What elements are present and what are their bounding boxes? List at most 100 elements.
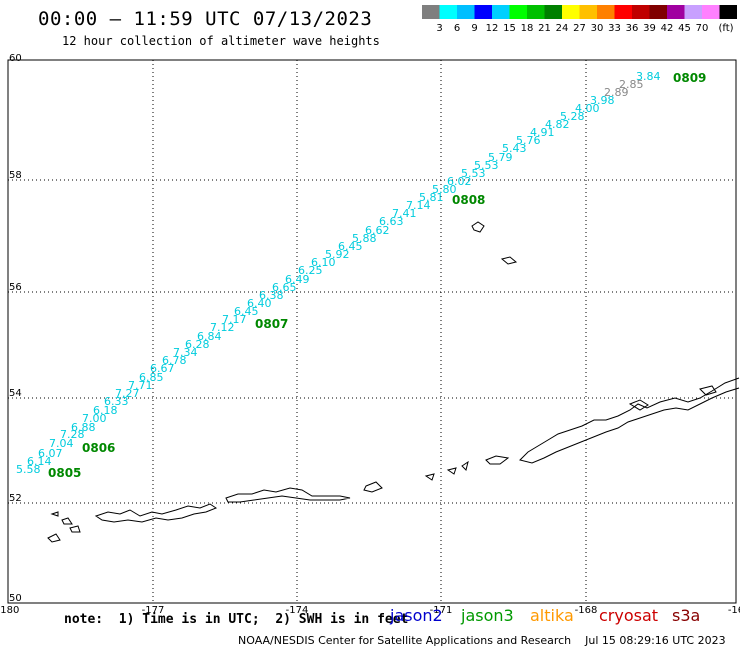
lon-tick-label: -174	[286, 605, 309, 616]
legend-label: 39	[643, 23, 656, 34]
legend-label: 24	[556, 23, 569, 34]
pass-time-label: 0807	[255, 317, 288, 331]
legend-swatch	[667, 5, 685, 19]
coast-near-island-b	[69, 525, 81, 533]
color-legend: 3 6 9 12 15 18 21 24 27 30 33 36 39 42 45 70 (ft)	[422, 5, 737, 34]
coast-island-d	[461, 460, 469, 471]
swh-value: 6.63	[379, 215, 404, 228]
altimeter-track: 5.586.146.077.047.286.887.006.186.337.27…	[16, 70, 706, 480]
legend-swatch	[702, 5, 720, 19]
legend-swatch	[562, 5, 580, 19]
swh-value: 5.79	[488, 151, 513, 164]
coast-island-f	[424, 473, 435, 481]
coast-near-island-c	[47, 533, 61, 543]
legend-swatch	[579, 5, 597, 19]
legend-label: 33	[608, 23, 621, 34]
swh-value: 7.00	[82, 412, 107, 425]
lon-tick-label: -168	[575, 605, 598, 616]
lat-tick-label: 54	[9, 388, 22, 399]
swh-value: 7.14	[406, 199, 431, 212]
legend-swatch	[492, 5, 510, 19]
swh-value: 7.28	[60, 428, 85, 441]
swh-value: 6.49	[285, 273, 310, 286]
swh-value: 7.12	[210, 321, 235, 334]
swh-value: 5.58	[16, 463, 41, 476]
pass-time-label: 0808	[452, 193, 485, 207]
swh-value: 6.78	[162, 354, 187, 367]
coast-alaska-peninsula	[519, 377, 740, 464]
swh-value: 6.40	[247, 297, 272, 310]
lat-tick-label: 52	[9, 493, 22, 504]
swh-value: 6.07	[38, 447, 63, 460]
satellite-s3a: s3a	[672, 606, 701, 625]
legend-label: 21	[538, 23, 551, 34]
lon-tick-label: -177	[142, 605, 165, 616]
pass-time-label: 0806	[82, 441, 115, 455]
swh-value: 4.91	[530, 126, 555, 139]
legend-unit: (ft)	[718, 23, 733, 34]
satellite-altika: altika	[530, 606, 574, 625]
page-title: 00:00 – 11:59 UTC 07/13/2023	[38, 8, 373, 30]
legend-label: 12	[486, 23, 499, 34]
satellite-jason2: jason2	[390, 606, 443, 625]
map-grid	[7, 59, 737, 604]
legend-swatch	[527, 5, 545, 19]
swh-value: 6.25	[298, 264, 323, 277]
swh-value: 6.84	[197, 330, 222, 343]
coastline	[47, 221, 740, 543]
swh-value: 5.43	[502, 142, 527, 155]
legend-swatch	[439, 5, 457, 19]
coast-aleutian-west	[94, 503, 218, 523]
lon-tick-label: -16	[728, 605, 740, 616]
swh-value: 6.10	[311, 256, 336, 269]
legend-label: 15	[503, 23, 516, 34]
swh-value: 6.67	[150, 362, 175, 375]
swh-value: 6.14	[27, 455, 52, 468]
swh-value: 7.27	[115, 387, 140, 400]
swh-value: 5.88	[352, 232, 377, 245]
legend-label: 27	[573, 23, 586, 34]
legend-label: 3	[436, 23, 442, 34]
coast-pribilof	[500, 256, 518, 265]
pass-time-label: 0805	[48, 466, 81, 480]
coast-island-g	[363, 481, 383, 493]
swh-value: 7.04	[49, 437, 74, 450]
swh-value: 6.02	[447, 175, 472, 188]
legend-swatch	[422, 5, 440, 19]
legend-label: 36	[626, 23, 639, 34]
lat-tick-label: 56	[9, 282, 22, 293]
swh-value: 6.45	[234, 305, 259, 318]
swh-value: 4.82	[545, 118, 570, 131]
legend-swatch	[509, 5, 527, 19]
coast-island-e	[446, 467, 457, 475]
swh-value: 5.53	[461, 167, 486, 180]
swh-value: 2.89	[604, 86, 629, 99]
satellite-cryosat: cryosat	[599, 606, 659, 625]
coast-st-matthew	[471, 221, 485, 233]
page-subtitle: 12 hour collection of altimeter wave hei…	[62, 34, 380, 48]
lat-tick-label: 60	[9, 53, 22, 64]
legend-swatch	[474, 5, 492, 19]
swh-value: 5.28	[560, 110, 585, 123]
coast-near-island-a	[61, 517, 73, 525]
legend-swatch	[649, 5, 667, 19]
legend-label: 70	[696, 23, 709, 34]
axis-labels: -180 -177 -174 -171 -168 -16 60 58 56 54 52 50	[0, 53, 740, 616]
swh-value: 7.34	[173, 346, 198, 359]
swh-value: 6.88	[71, 421, 96, 434]
legend-swatch	[597, 5, 615, 19]
legend-swatch	[632, 5, 650, 19]
swh-value: 3.84	[636, 70, 661, 83]
swh-value: 6.65	[272, 281, 297, 294]
swh-value: 7.41	[392, 207, 417, 220]
pass-time-label: 0809	[673, 71, 706, 85]
legend-swatch	[614, 5, 632, 19]
credit-line: NOAA/NESDIS Center for Satellite Applica…	[238, 634, 726, 647]
legend-label: 6	[454, 23, 460, 34]
legend-label: 9	[471, 23, 477, 34]
map-frame	[7, 59, 737, 604]
coast-island-c	[485, 455, 510, 465]
lon-tick-label: -171	[430, 605, 453, 616]
lon-tick-label: -180	[0, 605, 19, 616]
